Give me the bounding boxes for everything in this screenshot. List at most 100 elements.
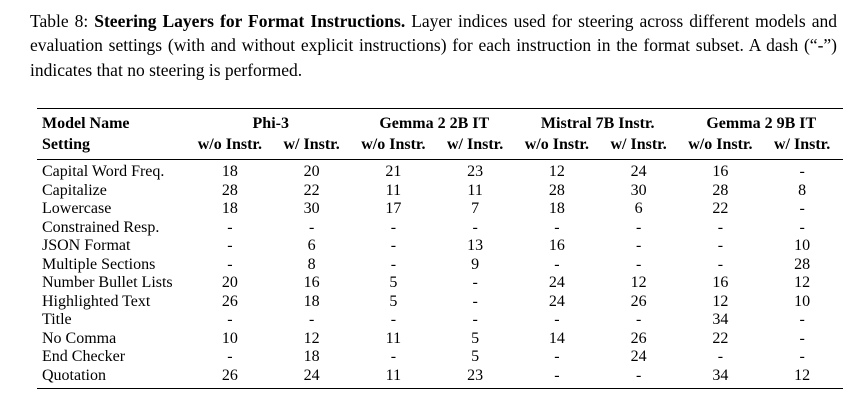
layer-index-cell: - (635, 218, 642, 236)
layer-index-cell: 10 (794, 237, 811, 255)
layer-index-cell: - (472, 311, 478, 329)
layer-index-cell: 16 (712, 274, 729, 292)
layer-index-cell: - (717, 348, 724, 366)
setting-label: End Checker (42, 348, 126, 366)
layer-index-cell: - (390, 255, 397, 273)
layer-index-cell: 34 (712, 367, 729, 385)
layer-index-cell: - (799, 329, 805, 347)
layer-index-cell: 12 (630, 274, 647, 292)
setting-label: Quotation (42, 367, 106, 385)
caption-label: Table 8: (30, 11, 95, 31)
layer-index-cell: 12 (712, 292, 729, 310)
layer-index-cell: 34 (712, 311, 729, 329)
layer-index-cell: 28 (221, 181, 238, 199)
layer-index-cell: 20 (221, 274, 238, 292)
setting-label: Title (42, 311, 72, 329)
layer-index-cell: 8 (307, 255, 316, 273)
layer-index-cell: 28 (794, 255, 811, 273)
group-header-gemma-2-2b-it: Gemma 2 2B IT (379, 115, 490, 132)
subheader-wo-instr: w/o Instr. (679, 134, 762, 160)
layer-index-cell: - (717, 218, 724, 236)
layer-index-cell: 5 (471, 329, 480, 347)
setting-label: Capital Word Freq. (42, 163, 165, 180)
layer-index-cell: - (554, 367, 560, 385)
steering-layers-table: Model Name Phi-3 Gemma 2 2B IT Mistral 7… (37, 108, 843, 389)
table-row: Lowercase 18 30 17 7 18 6 22 - (37, 200, 843, 219)
group-header-gemma-2-9b-it: Gemma 2 9B IT (706, 115, 817, 132)
layer-index-cell: - (390, 311, 397, 329)
subheader-wo-instr: w/o Instr. (516, 134, 598, 160)
layer-index-cell: 16 (712, 163, 729, 180)
layer-index-cell: - (717, 237, 724, 255)
table-header: Model Name Phi-3 Gemma 2 2B IT Mistral 7… (37, 109, 843, 160)
subheader-w-instr: w/ Instr. (597, 134, 680, 160)
layer-index-cell: 11 (467, 181, 483, 199)
table-row: Title - - - - - - 34 - (37, 311, 843, 330)
layer-index-cell: - (227, 237, 233, 255)
layer-index-cell: 18 (303, 348, 320, 366)
layer-index-cell: - (799, 200, 805, 218)
layer-index-cell: - (635, 237, 642, 255)
subheader-w-instr: w/ Instr. (434, 134, 516, 160)
table-row: Capitalize 28 22 11 11 28 30 28 8 (37, 182, 843, 201)
layer-index-cell: - (472, 292, 478, 310)
layer-index-cell: 16 (548, 237, 565, 255)
layer-index-cell: 26 (630, 329, 647, 347)
table-row: End Checker - 18 - 5 - 24 - - (37, 348, 843, 367)
group-header-row: Model Name Phi-3 Gemma 2 2B IT Mistral 7… (37, 109, 843, 135)
layer-index-cell: - (308, 218, 315, 236)
layer-index-cell: 24 (548, 274, 565, 292)
subheader-w-instr: w/ Instr. (270, 134, 353, 160)
layer-index-cell: 12 (794, 274, 811, 292)
layer-index-cell: 18 (221, 163, 238, 180)
layer-index-cell: - (472, 274, 478, 292)
table-row: Quotation 26 24 11 23 - - 34 12 (37, 367, 843, 388)
layer-index-cell: 28 (548, 181, 565, 199)
layer-index-cell: 24 (630, 163, 647, 180)
layer-index-cell: - (554, 348, 560, 366)
layer-index-cell: 21 (385, 163, 402, 180)
layer-index-cell: 18 (548, 200, 565, 218)
layer-index-cell: - (799, 311, 805, 329)
layer-index-cell: - (554, 311, 560, 329)
layer-index-cell: - (554, 218, 560, 236)
layer-index-cell: 11 (385, 329, 402, 347)
layer-index-cell: 10 (794, 292, 811, 310)
table-row: No Comma 10 12 11 5 14 26 22 - (37, 330, 843, 349)
layer-index-cell: 22 (303, 181, 320, 199)
layer-index-cell: - (390, 348, 397, 366)
layer-index-cell: 23 (467, 163, 484, 180)
layer-index-cell: 28 (712, 181, 729, 199)
subheader-wo-instr: w/o Instr. (189, 134, 271, 160)
caption-title: Steering Layers for Format Instructions. (94, 11, 406, 31)
layer-index-cell: - (799, 163, 805, 180)
layer-index-cell: 11 (385, 367, 402, 385)
layer-index-cell: 26 (630, 292, 647, 310)
layer-index-cell: 24 (548, 292, 565, 310)
layer-index-cell: 30 (303, 200, 320, 218)
layer-index-cell: - (717, 255, 724, 273)
layer-index-cell: - (308, 311, 315, 329)
layer-index-cell: 23 (467, 367, 484, 385)
layer-index-cell: 10 (221, 329, 238, 347)
layer-index-cell: 26 (221, 292, 238, 310)
setting-label: Lowercase (42, 200, 112, 218)
group-header-phi3: Phi-3 (252, 115, 289, 132)
layer-index-cell: 11 (385, 181, 402, 199)
table-row: Constrained Resp. - - - - - - - - (37, 219, 843, 238)
layer-index-cell: - (799, 348, 805, 366)
subheader-wo-instr: w/o Instr. (352, 134, 435, 160)
setting-label: Multiple Sections (42, 255, 156, 273)
setting-label: No Comma (42, 329, 117, 347)
layer-index-cell: 14 (548, 329, 565, 347)
corner-setting: Setting (37, 134, 189, 160)
table-row: Highlighted Text 26 18 5 - 24 26 12 10 (37, 293, 843, 312)
layer-index-cell: 17 (385, 200, 402, 218)
layer-index-cell: 12 (548, 163, 565, 180)
layer-index-cell: 6 (307, 237, 316, 255)
table-row: Capital Word Freq. 18 20 21 23 12 24 16 - (37, 160, 843, 182)
layer-index-cell: - (227, 348, 233, 366)
layer-index-cell: - (554, 255, 560, 273)
layer-index-cell: - (227, 218, 233, 236)
